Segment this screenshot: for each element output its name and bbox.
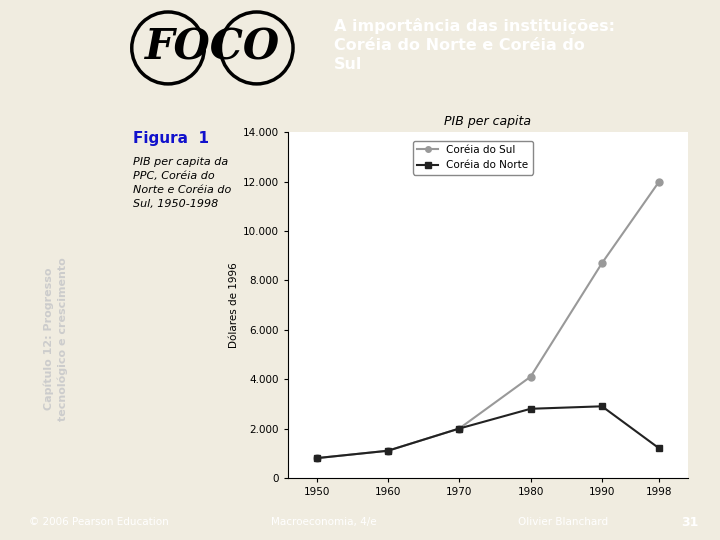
Y-axis label: Dólares de 1996: Dólares de 1996 (229, 262, 239, 348)
Text: 31: 31 (681, 516, 698, 529)
Text: Macroeconomia, 4/e: Macroeconomia, 4/e (271, 517, 377, 528)
Text: FOCO: FOCO (145, 27, 280, 69)
Text: A importância das instituições:
Coréia do Norte e Coréia do
Sul: A importância das instituições: Coréia d… (333, 18, 614, 72)
Legend: Coréia do Sul, Coréia do Norte: Coréia do Sul, Coréia do Norte (413, 141, 533, 174)
Text: © 2006 Pearson Education: © 2006 Pearson Education (29, 517, 168, 528)
Title: PIB per capita: PIB per capita (444, 116, 531, 129)
Text: PIB per capita da
PPC, Coréia do
Norte e Coréia do
Sul, 1950-1998: PIB per capita da PPC, Coréia do Norte e… (133, 157, 231, 209)
Text: Olivier Blanchard: Olivier Blanchard (518, 517, 608, 528)
Text: Figura  1: Figura 1 (133, 131, 210, 146)
Text: Capítulo 12: Progresso
tecnológico e crescimento: Capítulo 12: Progresso tecnológico e cre… (43, 257, 68, 421)
